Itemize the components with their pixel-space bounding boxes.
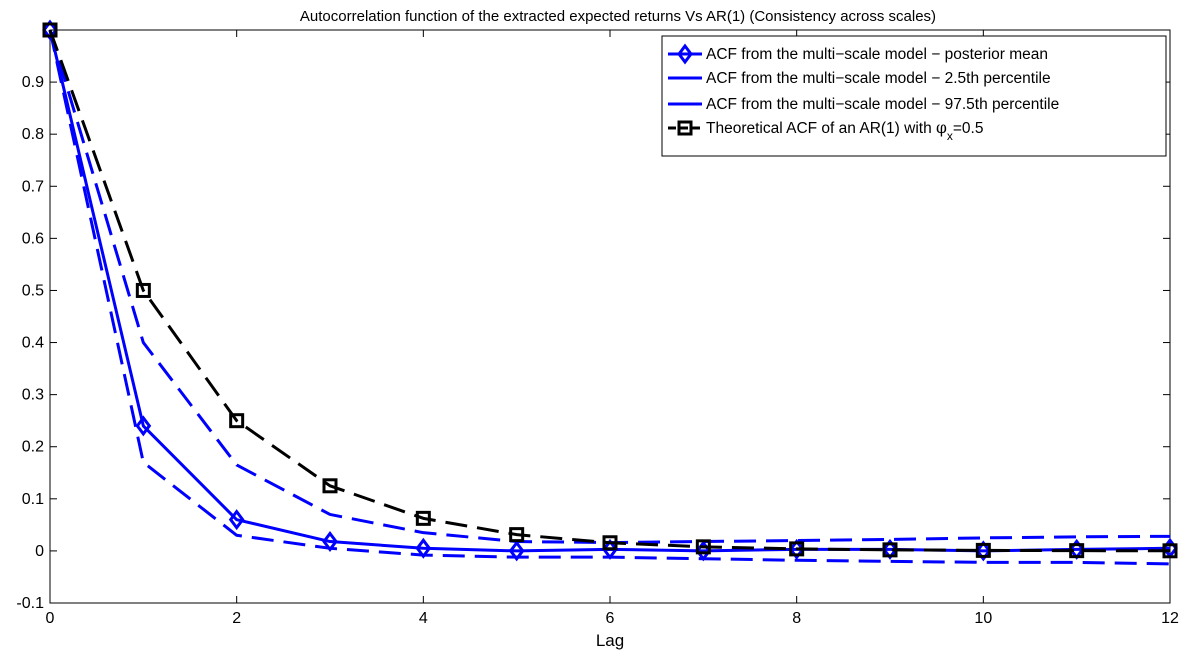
y-tick-label: -0.1 bbox=[16, 595, 44, 612]
x-tick-label: 6 bbox=[606, 610, 615, 627]
legend-text-main: Theoretical ACF of an AR(1) with bbox=[706, 120, 936, 137]
y-tick-label: 0.6 bbox=[22, 230, 44, 247]
series-line bbox=[48, 29, 1171, 566]
series-4 bbox=[42, 22, 1178, 559]
data-point bbox=[509, 527, 525, 543]
y-tick-label: 0.8 bbox=[22, 126, 44, 143]
data-point bbox=[229, 413, 245, 429]
data-point bbox=[975, 540, 992, 562]
series-line bbox=[48, 29, 1171, 553]
y-tick-label: 0.2 bbox=[22, 439, 44, 456]
y-tick-label: 0.5 bbox=[22, 282, 44, 299]
data-point bbox=[135, 282, 151, 298]
data-point bbox=[788, 538, 805, 560]
legend-entry-3: ACF from the multi−scale model − 97.5th … bbox=[706, 96, 1059, 113]
x-tick-label: 2 bbox=[232, 610, 241, 627]
y-tick-label: 0.1 bbox=[22, 491, 44, 508]
x-tick-label: 10 bbox=[974, 610, 992, 627]
legend-entry-2: ACF from the multi−scale model − 2.5th p… bbox=[706, 70, 1051, 87]
data-point bbox=[789, 541, 805, 557]
legend-subscript: x bbox=[947, 129, 953, 143]
legend-entry-4: Theoretical ACF of an AR(1) with φx=0.5 bbox=[706, 119, 983, 143]
y-tick-label: 0.9 bbox=[22, 74, 44, 91]
data-point bbox=[975, 542, 991, 558]
legend-phi-symbol: φ bbox=[936, 119, 947, 137]
legend-text-tail: =0.5 bbox=[953, 120, 984, 137]
data-point bbox=[602, 535, 618, 551]
data-point bbox=[1069, 543, 1085, 559]
data-point bbox=[882, 542, 898, 558]
data-point bbox=[508, 540, 525, 562]
legend-box bbox=[661, 35, 1167, 157]
legend: ACF from the multi−scale model − posteri… bbox=[661, 35, 1167, 157]
data-point bbox=[415, 510, 431, 526]
y-axis: -0.1 0 0.1 0.2 0.3 0.4 0.5 0.6 0.7 0.8 0.9 bbox=[16, 74, 1170, 612]
legend-marker bbox=[677, 120, 693, 136]
y-tick-label: 0 bbox=[35, 543, 44, 560]
data-point bbox=[1162, 543, 1178, 559]
x-tick-label: 4 bbox=[419, 610, 428, 627]
data-point bbox=[228, 509, 245, 531]
x-tick-label: 0 bbox=[46, 610, 55, 627]
data-point bbox=[322, 478, 338, 494]
legend-entry-1: ACF from the multi−scale model − posteri… bbox=[706, 46, 1048, 63]
series-layer bbox=[42, 19, 1178, 566]
chart-title: Autocorrelation function of the extracte… bbox=[300, 8, 936, 25]
data-point bbox=[42, 19, 58, 41]
y-tick-label: 0.3 bbox=[22, 387, 44, 404]
x-axis-label: Lag bbox=[596, 631, 624, 650]
data-point bbox=[135, 415, 152, 437]
y-tick-label: 0.4 bbox=[22, 335, 44, 352]
y-tick-label: 0.7 bbox=[22, 178, 44, 195]
data-point bbox=[695, 539, 711, 555]
data-point bbox=[42, 22, 58, 38]
legend-marker bbox=[677, 43, 693, 65]
series-2 bbox=[48, 29, 1171, 566]
x-tick-label: 12 bbox=[1161, 610, 1179, 627]
x-tick-label: 8 bbox=[792, 610, 801, 627]
x-axis: 0 2 4 6 8 10 12 bbox=[46, 30, 1179, 627]
